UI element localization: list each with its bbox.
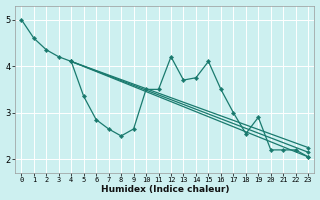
X-axis label: Humidex (Indice chaleur): Humidex (Indice chaleur) <box>100 185 229 194</box>
